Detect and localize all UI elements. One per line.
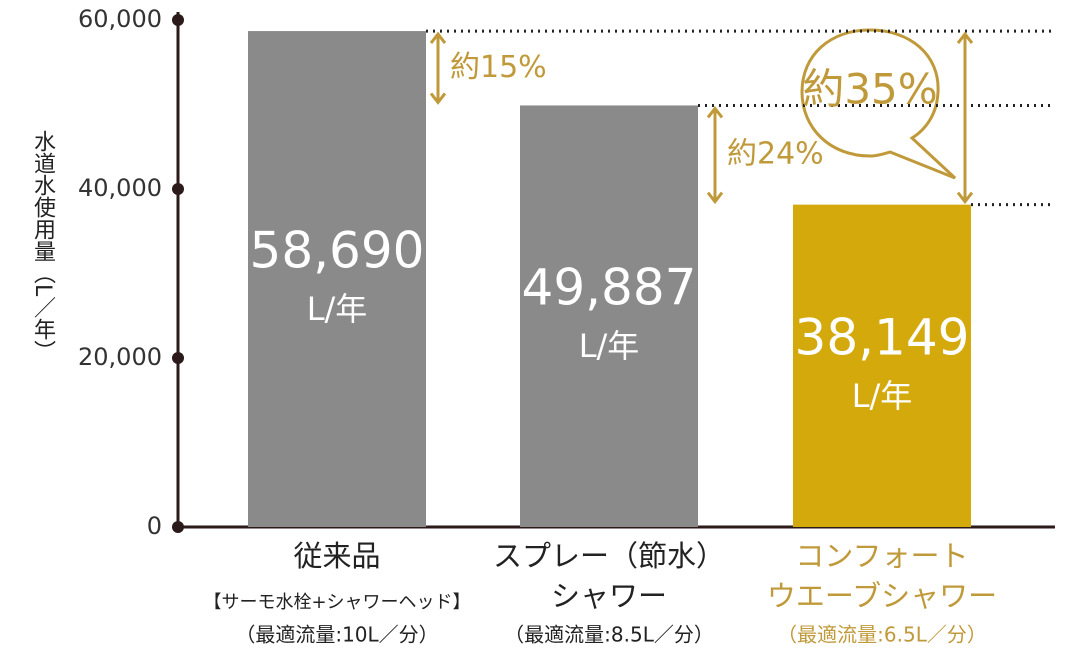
bar — [248, 31, 426, 528]
arrow-head — [956, 191, 974, 205]
bar — [520, 105, 698, 528]
category-label: シャワー — [551, 579, 667, 613]
arrow-head — [956, 31, 974, 44]
category-label: スプレー（節水） — [493, 539, 725, 573]
value-label: 49,887 — [522, 259, 697, 317]
category-label: 従来品 — [293, 539, 380, 573]
y-tick — [172, 352, 184, 364]
category-label: ウエーブシャワー — [767, 579, 997, 613]
arrow-head — [706, 191, 724, 205]
arrow-head — [706, 106, 724, 119]
speech-bubble — [800, 28, 957, 180]
condition-label: （最適流量:8.5L／分） — [504, 623, 714, 647]
unit-label: L/年 — [579, 327, 640, 365]
arrow-head — [429, 92, 447, 105]
y-tick — [172, 183, 184, 195]
annotation: 約24% — [727, 137, 824, 172]
annotation: 約35% — [802, 65, 937, 114]
condition-label: （最適流量:6.5L／分） — [777, 623, 987, 647]
bar — [793, 204, 971, 528]
y-axis-label: 水道水使用量（L／年） — [30, 130, 56, 362]
y-tick-label: 0 — [147, 512, 162, 540]
y-tick-label: 20,000 — [78, 343, 162, 371]
y-tick — [172, 521, 184, 533]
category-label: コンフォート — [795, 539, 968, 573]
value-label: 58,690 — [250, 222, 425, 280]
arrow-head — [429, 31, 447, 44]
condition-label: （最適流量:10L／分） — [235, 623, 438, 647]
unit-label: L/年 — [852, 377, 913, 415]
y-tick-label: 60,000 — [78, 5, 162, 33]
value-label: 38,149 — [795, 308, 970, 366]
y-tick-label: 40,000 — [78, 174, 162, 202]
annotation: 約15% — [450, 50, 547, 85]
unit-label: L/年 — [307, 290, 368, 328]
category-label: 【サーモ水栓+シャワーヘッド】 — [203, 592, 470, 613]
y-tick — [172, 14, 184, 26]
